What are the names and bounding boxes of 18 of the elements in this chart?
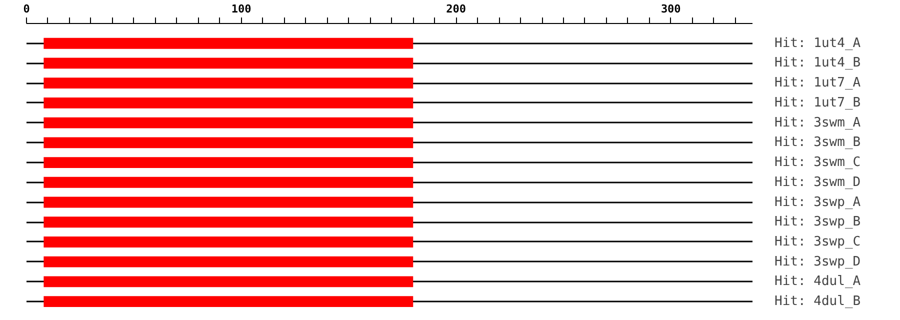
y-tick-label: Hit: 1ut7_A (774, 76, 861, 91)
x-tick-label: 200 (446, 2, 466, 16)
y-tick-label: Hit: 3swp_D (774, 254, 861, 270)
y-tick-label: Hit: 1ut7_B (774, 95, 861, 110)
y-tick-label: Hit: 1ut4_A (774, 36, 861, 51)
y-tick-label: Hit: 1ut4_B (774, 56, 861, 71)
y-tick-label: Hit: 3swp_C (774, 234, 861, 250)
y-tick-label: Hit: 3swm_C (774, 155, 861, 170)
x-tick-label: 0 (23, 2, 30, 16)
y-tick-label: Hit: 3swm_D (774, 174, 861, 190)
y-tick-label: Hit: 4dul_A (774, 274, 861, 290)
y-tick-label: Hit: 4dul_B (774, 294, 861, 310)
y-tick-label: Hit: 3swp_A (774, 194, 861, 210)
y-tick-label: Hit: 3swm_B (774, 135, 861, 150)
y-tick-label: Hit: 3swp_B (774, 214, 861, 230)
y-tick-label: Hit: 3swm_A (774, 115, 861, 130)
x-tick-label: 300 (660, 2, 681, 16)
x-tick-label: 100 (231, 2, 252, 16)
